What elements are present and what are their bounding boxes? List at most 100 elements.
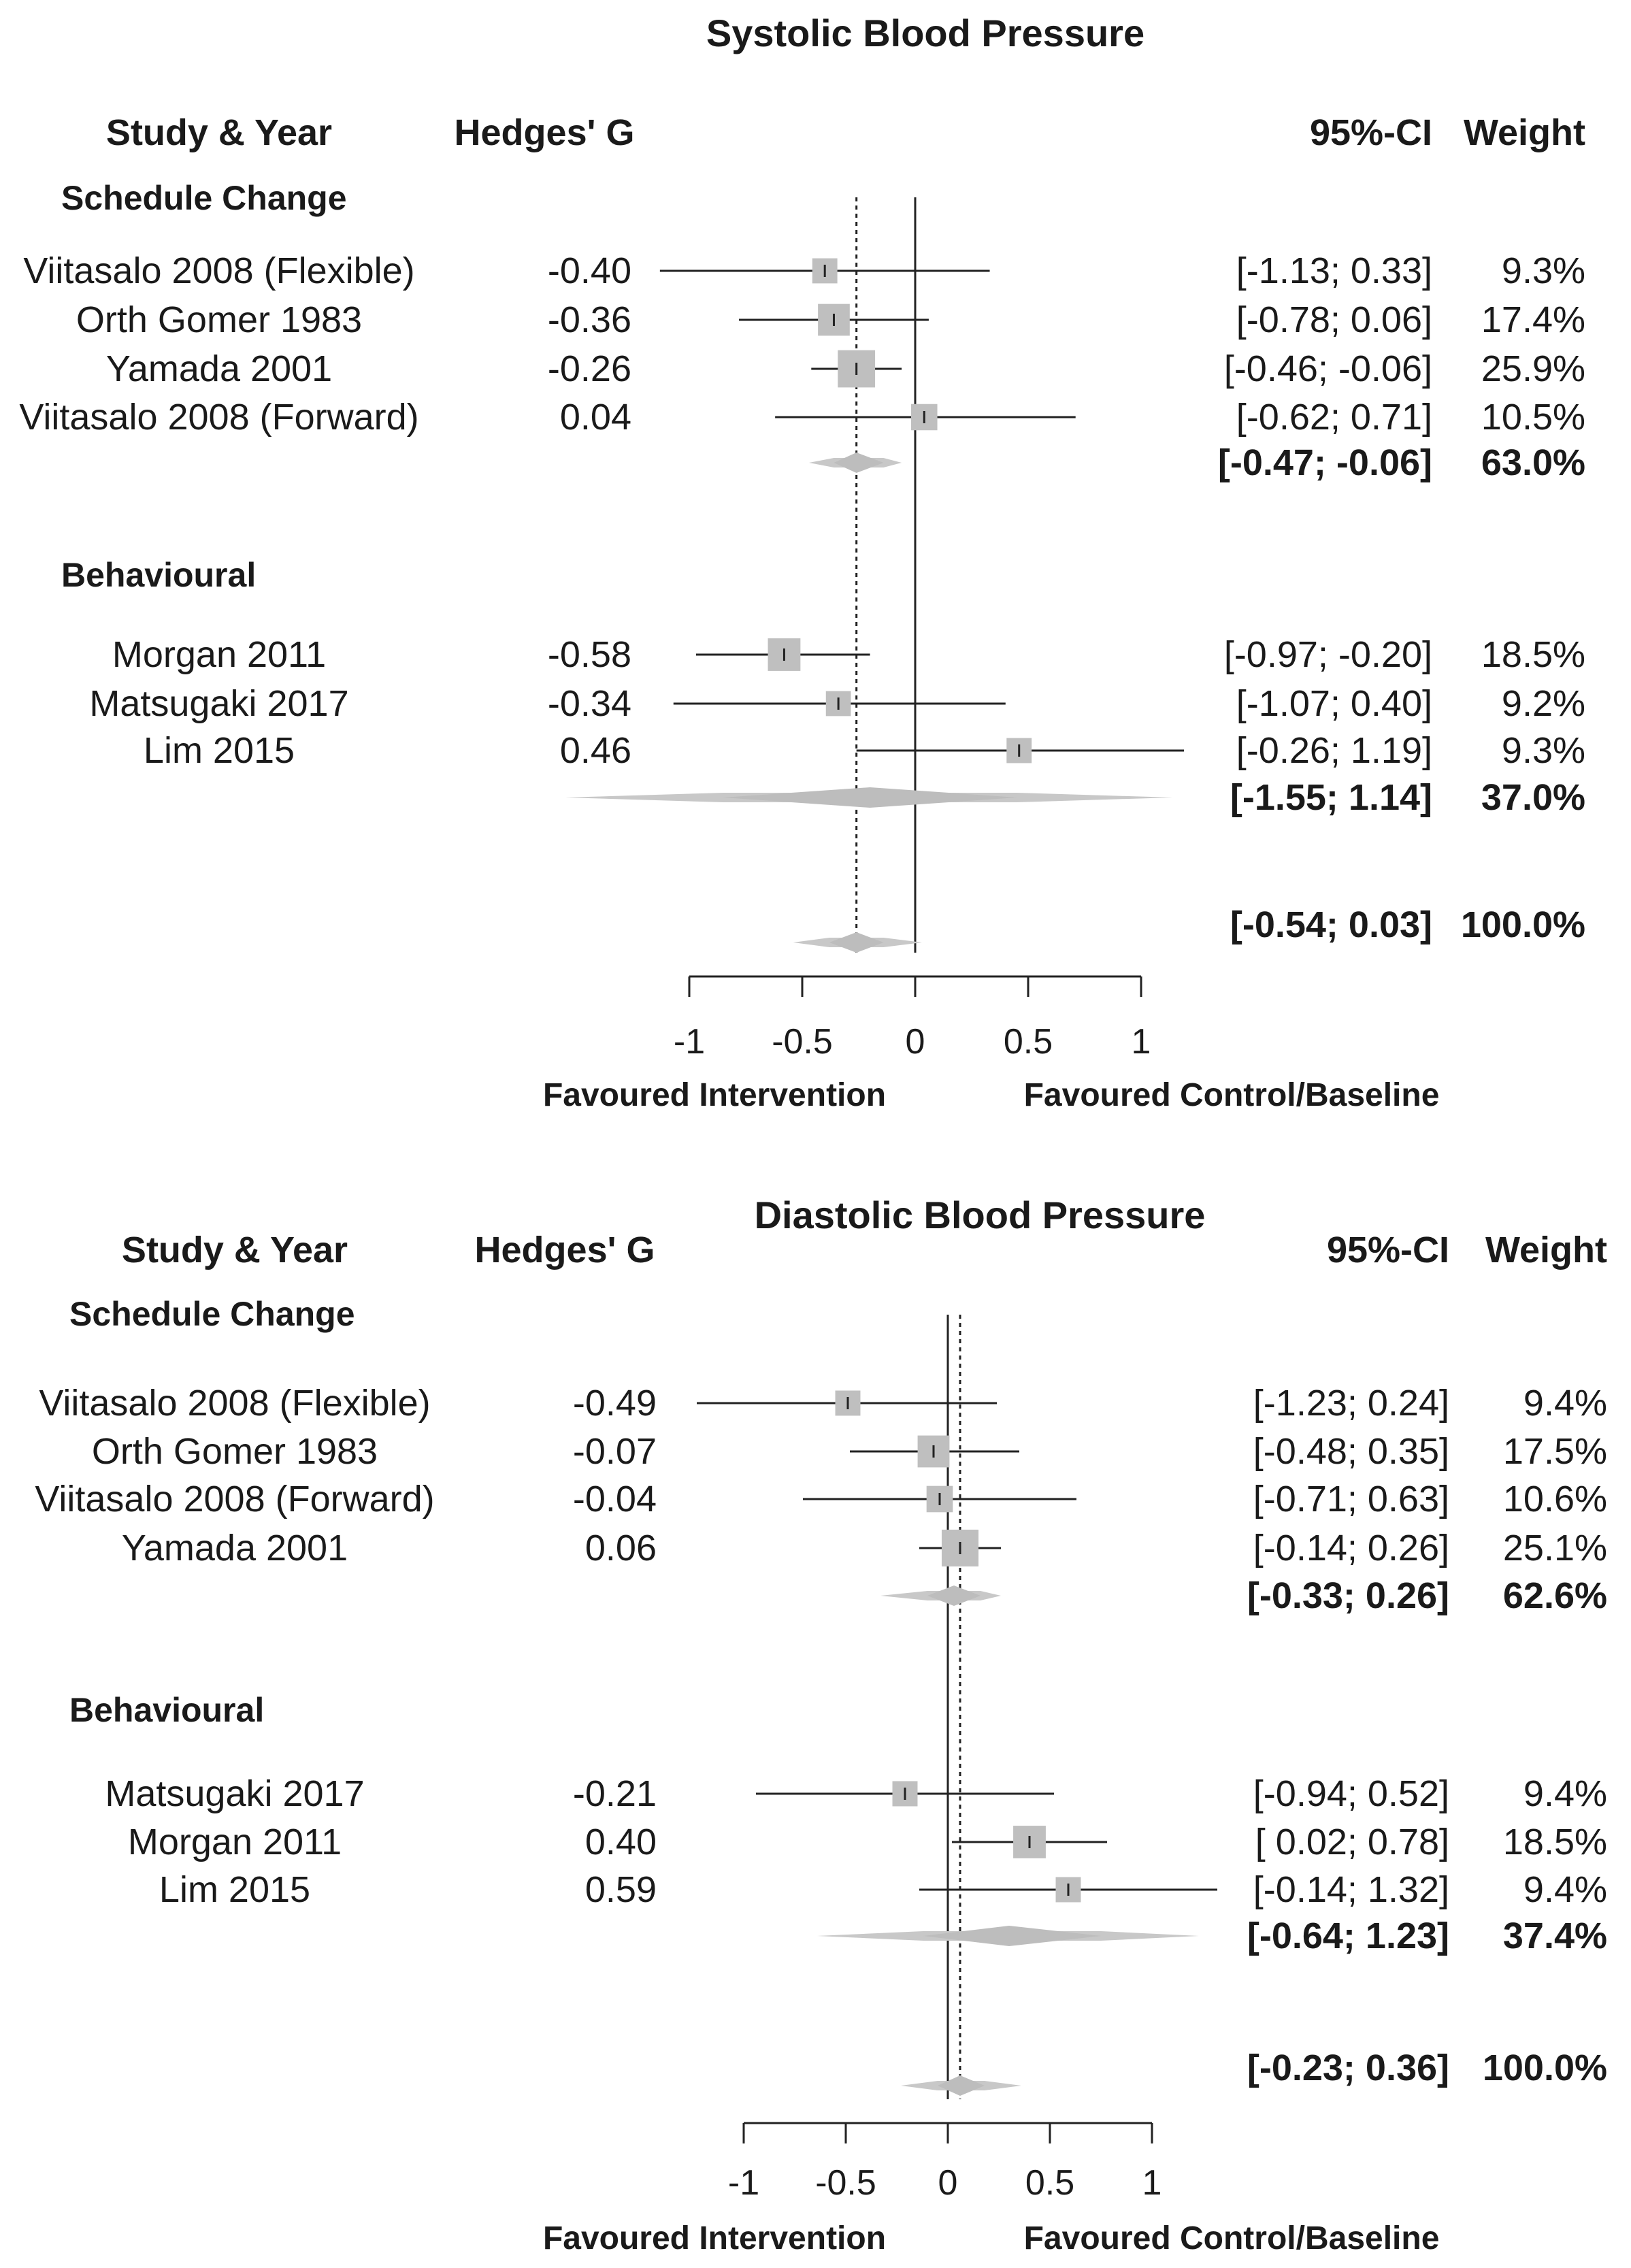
study-label: Yamada 2001	[122, 1528, 348, 1568]
ci-value: [-0.97; -0.20]	[1224, 634, 1432, 675]
x-axis-tick-label: 1	[1142, 2163, 1162, 2203]
overall-summary-ci: [-0.54; 0.03]	[1230, 904, 1432, 945]
ci-value: [-0.14; 0.26]	[1253, 1528, 1449, 1568]
study-label: Morgan 2011	[128, 1822, 342, 1862]
study-label: Orth Gomer 1983	[76, 299, 362, 340]
hedges-g-value: 0.04	[560, 397, 631, 438]
subgroup-summary-weight: 62.6%	[1503, 1575, 1607, 1616]
ci-value: [-0.94; 0.52]	[1253, 1773, 1449, 1814]
x-label-favoured-intervention: Favoured Intervention	[543, 2220, 886, 2256]
ci-value: [-0.71; 0.63]	[1253, 1479, 1449, 1519]
study-label: Lim 2015	[144, 730, 295, 771]
x-axis-tick-label: 0.5	[1004, 1022, 1053, 1062]
subgroup-summary-diamond	[723, 787, 1017, 808]
weight-value: 18.5%	[1503, 1822, 1607, 1862]
weight-value: 10.6%	[1503, 1479, 1607, 1519]
hedges-g-value: 0.06	[585, 1528, 657, 1568]
header-hedges-g: Hedges' G	[475, 1230, 655, 1270]
hedges-g-value: 0.46	[560, 730, 631, 771]
subgroup-summary-weight: 37.4%	[1503, 1916, 1607, 1956]
subgroup-summary-diamond	[834, 453, 884, 473]
header-95-ci: 95%-CI	[1310, 112, 1432, 153]
header-95-ci: 95%-CI	[1327, 1230, 1449, 1270]
x-axis-tick-label: 1	[1132, 1022, 1151, 1062]
subgroup-label: Behavioural	[61, 556, 256, 594]
hedges-g-value: -0.49	[573, 1383, 657, 1424]
subgroup-summary-diamond	[923, 1926, 1101, 1946]
study-label: Matsugaki 2017	[89, 683, 348, 724]
hedges-g-value: 0.40	[585, 1822, 657, 1862]
subgroup-summary-weight: 37.0%	[1481, 777, 1585, 818]
subgroup-summary-ci: [-0.64; 1.23]	[1247, 1916, 1449, 1956]
subgroup-summary-weight: 63.0%	[1481, 442, 1585, 483]
x-axis-tick-label: 0	[938, 2163, 958, 2203]
study-label: Matsugaki 2017	[105, 1773, 364, 1814]
subgroup-summary-ci: [-1.55; 1.14]	[1230, 777, 1432, 818]
overall-summary-diamond	[829, 932, 884, 953]
x-axis-tick-label: 0	[906, 1022, 925, 1062]
ci-value: [-1.13; 0.33]	[1236, 250, 1432, 291]
x-axis-tick-label: 0.5	[1025, 2163, 1074, 2203]
chart-title: Systolic Blood Pressure	[706, 12, 1144, 54]
hedges-g-value: -0.26	[548, 348, 631, 389]
weight-value: 9.4%	[1523, 1383, 1607, 1424]
weight-value: 9.4%	[1523, 1773, 1607, 1814]
weight-value: 25.1%	[1503, 1528, 1607, 1568]
weight-value: 9.4%	[1523, 1869, 1607, 1910]
weight-value: 17.4%	[1481, 299, 1585, 340]
x-label-favoured-control: Favoured Control/Baseline	[1024, 2220, 1440, 2256]
hedges-g-value: -0.58	[548, 634, 631, 675]
ci-value: [-0.78; 0.06]	[1236, 299, 1432, 340]
subgroup-summary-ci: [-0.33; 0.26]	[1247, 1575, 1449, 1616]
weight-value: 9.3%	[1502, 250, 1585, 291]
weight-value: 9.3%	[1502, 730, 1585, 771]
weight-value: 10.5%	[1481, 397, 1585, 438]
ci-value: [-0.62; 0.71]	[1236, 397, 1432, 438]
overall-summary-weight: 100.0%	[1461, 904, 1585, 945]
weight-value: 18.5%	[1481, 634, 1585, 675]
hedges-g-value: -0.40	[548, 250, 631, 291]
x-axis-tick-label: -1	[728, 2163, 759, 2203]
chart-title: Diastolic Blood Pressure	[755, 1194, 1206, 1236]
hedges-g-value: -0.04	[573, 1479, 657, 1519]
study-label: Yamada 2001	[106, 348, 332, 389]
header-study-year: Study & Year	[106, 112, 332, 153]
x-axis-tick-label: -1	[674, 1022, 705, 1062]
x-label-favoured-intervention: Favoured Intervention	[543, 1077, 886, 1113]
x-label-favoured-control: Favoured Control/Baseline	[1024, 1077, 1440, 1113]
study-label: Lim 2015	[159, 1869, 310, 1910]
subgroup-label: Schedule Change	[69, 1295, 355, 1333]
subgroup-label: Schedule Change	[61, 179, 347, 217]
subgroup-summary-diamond	[927, 1585, 981, 1606]
header-weight: Weight	[1485, 1230, 1607, 1270]
ci-value: [-0.26; 1.19]	[1236, 730, 1432, 771]
forest-panel-2: Diastolic Blood Pressure Study & Year Hedg…	[35, 1194, 1607, 2256]
hedges-g-value: -0.21	[573, 1773, 657, 1814]
weight-value: 25.9%	[1481, 348, 1585, 389]
hedges-g-value: -0.36	[548, 299, 631, 340]
weight-value: 9.2%	[1502, 683, 1585, 724]
ci-value: [-1.07; 0.40]	[1236, 683, 1432, 724]
forest-panel-1: Systolic Blood Pressure Study & Year Hedge…	[19, 12, 1585, 1113]
subgroup-summary-ci: [-0.47; -0.06]	[1218, 442, 1432, 483]
weight-value: 17.5%	[1503, 1431, 1607, 1472]
hedges-g-value: 0.59	[585, 1869, 657, 1910]
ci-value: [-1.23; 0.24]	[1253, 1383, 1449, 1424]
header-study-year: Study & Year	[122, 1230, 348, 1270]
study-label: Viitasalo 2008 (Forward)	[35, 1479, 434, 1519]
ci-value: [-0.48; 0.35]	[1253, 1431, 1449, 1472]
study-label: Viitasalo 2008 (Forward)	[19, 397, 418, 438]
x-axis-tick-label: -0.5	[772, 1022, 833, 1062]
ci-value: [-0.14; 1.32]	[1253, 1869, 1449, 1910]
header-weight: Weight	[1464, 112, 1585, 153]
ci-value: [-0.46; -0.06]	[1224, 348, 1432, 389]
study-label: Orth Gomer 1983	[92, 1431, 378, 1472]
ci-value: [ 0.02; 0.78]	[1255, 1822, 1449, 1862]
study-label: Viitasalo 2008 (Flexible)	[39, 1383, 430, 1424]
overall-summary-diamond	[938, 2075, 985, 2096]
x-axis-tick-label: -0.5	[815, 2163, 876, 2203]
study-label: Morgan 2011	[112, 634, 326, 675]
header-hedges-g: Hedges' G	[455, 112, 635, 153]
overall-summary-weight: 100.0%	[1483, 2048, 1607, 2088]
